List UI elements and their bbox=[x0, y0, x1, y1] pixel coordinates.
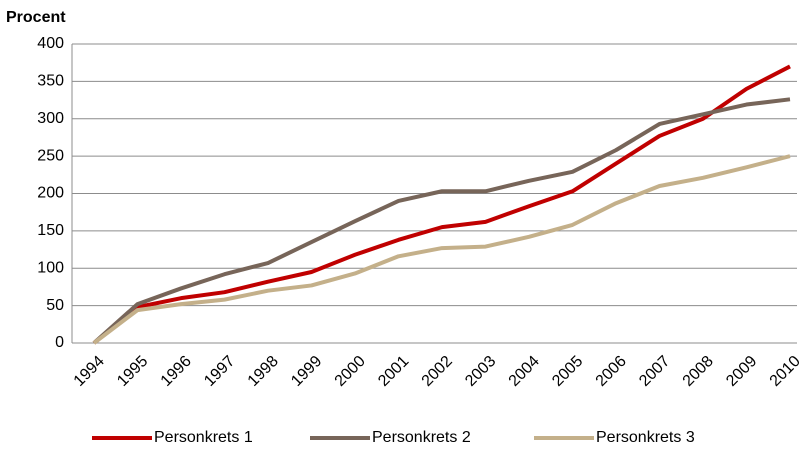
x-tick-label: 2005 bbox=[549, 353, 586, 390]
x-tick-label: 1997 bbox=[201, 353, 238, 390]
legend-label: Personkrets 3 bbox=[596, 429, 695, 446]
x-tick-label: 1994 bbox=[71, 353, 108, 390]
x-tick-label: 1999 bbox=[288, 353, 325, 390]
y-tick-label: 100 bbox=[37, 259, 64, 276]
x-tick-label: 2010 bbox=[767, 353, 803, 390]
y-tick-label: 400 bbox=[37, 35, 64, 52]
x-tick-label: 2007 bbox=[636, 353, 673, 390]
y-tick-label: 300 bbox=[37, 110, 64, 127]
x-tick-label: 2008 bbox=[680, 353, 717, 390]
x-tick-label: 1996 bbox=[158, 353, 195, 390]
y-tick-label: 50 bbox=[46, 297, 64, 314]
y-tick-label: 0 bbox=[55, 334, 64, 351]
series-line bbox=[92, 64, 791, 345]
y-tick-label: 200 bbox=[37, 185, 64, 202]
x-tick-label: 2001 bbox=[375, 353, 412, 390]
y-tick-label: 350 bbox=[37, 73, 64, 90]
legend-label: Personkrets 1 bbox=[154, 429, 253, 446]
y-tick-label: 250 bbox=[37, 147, 64, 164]
series-line bbox=[92, 97, 791, 345]
x-tick-label: 2004 bbox=[506, 353, 543, 390]
x-tick-label: 2003 bbox=[462, 353, 499, 390]
x-tick-label: 1998 bbox=[245, 353, 282, 390]
x-tick-label: 2009 bbox=[723, 353, 760, 390]
x-tick-label: 2000 bbox=[332, 353, 369, 390]
legend-label: Personkrets 2 bbox=[372, 429, 471, 446]
x-tick-label: 1995 bbox=[114, 353, 151, 390]
y-tick-label: 150 bbox=[37, 222, 64, 239]
series-line bbox=[92, 154, 791, 345]
x-tick-label: 2006 bbox=[593, 353, 630, 390]
y-axis-label: Procent bbox=[6, 9, 66, 26]
x-tick-label: 2002 bbox=[419, 353, 456, 390]
